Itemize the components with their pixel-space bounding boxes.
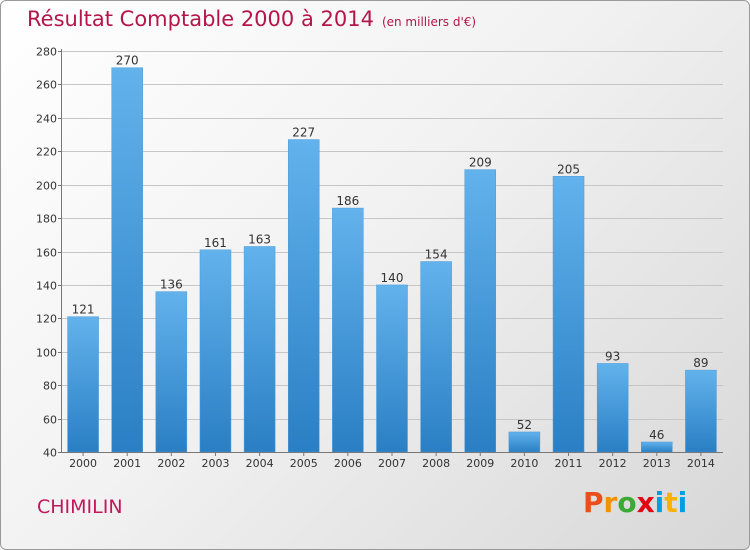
- chart-subtitle: (en milliers d'€): [381, 15, 477, 29]
- logo-letter: P: [583, 486, 604, 519]
- bar-value-label: 227: [292, 126, 315, 140]
- bar-2001: [111, 67, 143, 453]
- bar-2000: [67, 316, 99, 453]
- x-tick-label: 2002: [157, 457, 185, 470]
- x-tick-label: 2012: [599, 457, 627, 470]
- bar-2014: [685, 369, 717, 453]
- y-tick-label: 140: [36, 280, 57, 293]
- proxiti-logo: Proxiti: [583, 486, 687, 519]
- bar-2002: [155, 291, 188, 453]
- y-tick-label: 240: [36, 113, 57, 126]
- x-tick-label: 2007: [378, 457, 406, 470]
- logo-letter: i: [654, 486, 665, 519]
- y-tick-label: 60: [43, 414, 57, 427]
- y-tick-label: 160: [36, 247, 57, 260]
- bar-value-label: 140: [381, 271, 404, 285]
- bar-value-label: 163: [248, 232, 271, 246]
- x-tick-label: 2013: [643, 457, 671, 470]
- x-tick-label: 2014: [687, 457, 715, 470]
- x-tick-label: 2009: [466, 457, 494, 470]
- y-tick-label: 260: [36, 79, 57, 92]
- bar-value-label: 186: [336, 194, 359, 208]
- bar-2010: [508, 431, 541, 453]
- bar-2009: [464, 169, 497, 453]
- bar-value-label: 46: [649, 428, 664, 442]
- logo-letter: t: [664, 486, 678, 519]
- y-tick-label: 200: [36, 180, 57, 193]
- x-tick-label: 2003: [201, 457, 229, 470]
- axis-layer: 40 60 80 100 120 140 160 180 200 220 240 260 280 2000…: [36, 46, 723, 470]
- logo-letter: x: [636, 486, 655, 519]
- bar-2013: [641, 441, 673, 453]
- y-tick-label: 80: [43, 380, 57, 393]
- logo-letter: r: [603, 486, 618, 519]
- bar-value-label: 205: [557, 162, 580, 176]
- y-tick-label: 180: [36, 213, 57, 226]
- bar-2006: [332, 207, 364, 453]
- chart-title-block: Résultat Comptable 2000 à 2014 (en millie…: [27, 7, 476, 31]
- chart-title: Résultat Comptable 2000 à 2014: [27, 7, 374, 31]
- bar-value-label: 52: [517, 418, 532, 432]
- y-tick-label: 120: [36, 313, 57, 326]
- x-tick-label: 2004: [246, 457, 274, 470]
- logo-letter: o: [617, 486, 637, 519]
- bar-value-label: 136: [160, 278, 183, 292]
- x-tick-label: 2008: [422, 457, 450, 470]
- y-tick-label: 100: [36, 347, 57, 360]
- y-tick-label: 220: [36, 146, 57, 159]
- bar-2008: [420, 261, 452, 453]
- bar-value-label: 154: [425, 248, 448, 262]
- x-tick-label: 2000: [69, 457, 97, 470]
- x-tick-label: 2011: [555, 457, 583, 470]
- x-tick-label: 2001: [113, 457, 141, 470]
- bar-value-label: 161: [204, 236, 227, 250]
- bar-2004: [243, 246, 276, 453]
- y-tick-label: 280: [36, 46, 57, 59]
- y-tick-label: 40: [43, 447, 57, 460]
- x-tick-label: 2005: [290, 457, 318, 470]
- bar-value-label: 89: [693, 356, 708, 370]
- x-tick-label: 2010: [510, 457, 538, 470]
- bar-2007: [376, 284, 408, 453]
- bar-2005: [287, 139, 320, 453]
- bar-value-label: 270: [116, 54, 139, 68]
- bar-layer: 121 270 136 161 163 227 186 140 154 209 52 205 93 46 8…: [67, 54, 717, 453]
- bar-value-label: 209: [469, 156, 492, 170]
- bar-value-label: 93: [605, 349, 620, 363]
- bar-2011: [552, 176, 585, 453]
- bar-value-label: 121: [72, 303, 95, 317]
- logo-letter: i: [677, 486, 688, 519]
- x-tick-label: 2006: [334, 457, 362, 470]
- bar-2012: [596, 363, 629, 453]
- commune-name: CHIMILIN: [37, 496, 123, 518]
- bar-2003: [199, 249, 232, 453]
